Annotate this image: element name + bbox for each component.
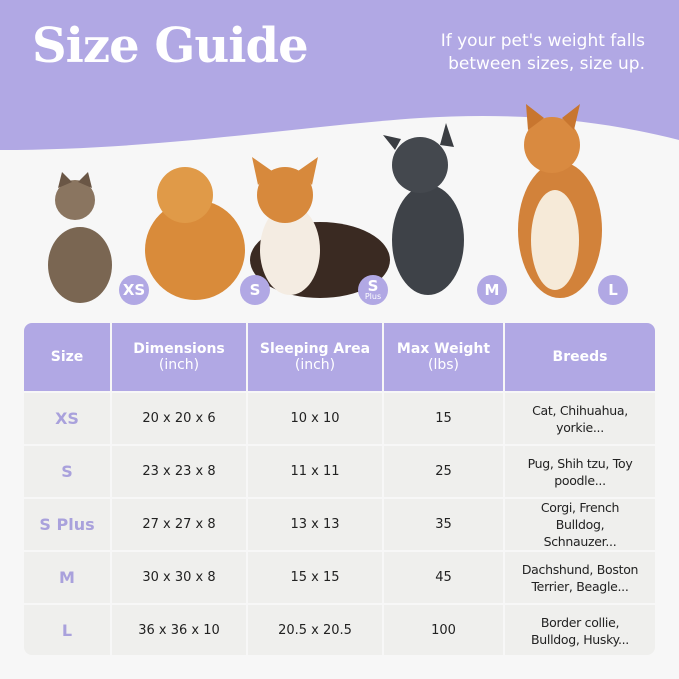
table-cell: 35 — [384, 499, 503, 550]
size-cell: S Plus — [24, 499, 110, 550]
shiba-inu-image — [518, 104, 602, 298]
table-cell: 13 x 13 — [248, 499, 382, 550]
table-cell: 30 x 30 x 8 — [112, 552, 246, 603]
size-badge-xs: XS — [119, 275, 149, 305]
table-cell: Pug, Shih tzu, Toy poodle... — [505, 446, 655, 497]
table-cell: 20.5 x 20.5 — [248, 605, 382, 655]
table-cell: 15 — [384, 393, 503, 444]
table-cell: 20 x 20 x 6 — [112, 393, 246, 444]
size-cell: S — [24, 446, 110, 497]
column-header: Size — [24, 323, 110, 391]
size-cell: L — [24, 605, 110, 655]
table-cell: 100 — [384, 605, 503, 655]
size-badge-s: S — [240, 275, 270, 305]
tagline: If your pet's weight falls between sizes… — [440, 31, 645, 74]
column-header: Dimensions (inch) — [112, 323, 246, 391]
column-header: Max Weight (lbs) — [384, 323, 503, 391]
table-cell: 25 — [384, 446, 503, 497]
table-cell: 10 x 10 — [248, 393, 382, 444]
french-bulldog-image — [383, 123, 464, 295]
table-cell: 27 x 27 x 8 — [112, 499, 246, 550]
table-cell: 15 x 15 — [248, 552, 382, 603]
size-badge-l: L — [598, 275, 628, 305]
cat-image — [48, 172, 112, 303]
table-cell: Cat, Chihuahua, yorkie... — [505, 393, 655, 444]
size-badge-m: M — [477, 275, 507, 305]
pomeranian-image — [145, 167, 245, 300]
size-cell: XS — [24, 393, 110, 444]
table-cell: Dachshund, Boston Terrier, Beagle... — [505, 552, 655, 603]
table-cell: 36 x 36 x 10 — [112, 605, 246, 655]
column-header: Breeds — [505, 323, 655, 391]
pets-illustration — [48, 104, 602, 303]
corgi-image — [250, 157, 390, 298]
header-banner — [0, 0, 679, 150]
table-cell: Border collie, Bulldog, Husky... — [505, 605, 655, 655]
page-title: Size Guide — [32, 18, 309, 74]
table-cell: 11 x 11 — [248, 446, 382, 497]
size-badge-s-plus: S Plus — [358, 275, 388, 305]
table-cell: Corgi, French Bulldog, Schnauzer... — [505, 499, 655, 550]
column-header: Sleeping Area (inch) — [248, 323, 382, 391]
size-table: Size Dimensions (inch) Sleeping Area (inch) M… — [24, 323, 655, 655]
table-cell: 45 — [384, 552, 503, 603]
table-cell: 23 x 23 x 8 — [112, 446, 246, 497]
size-cell: M — [24, 552, 110, 603]
